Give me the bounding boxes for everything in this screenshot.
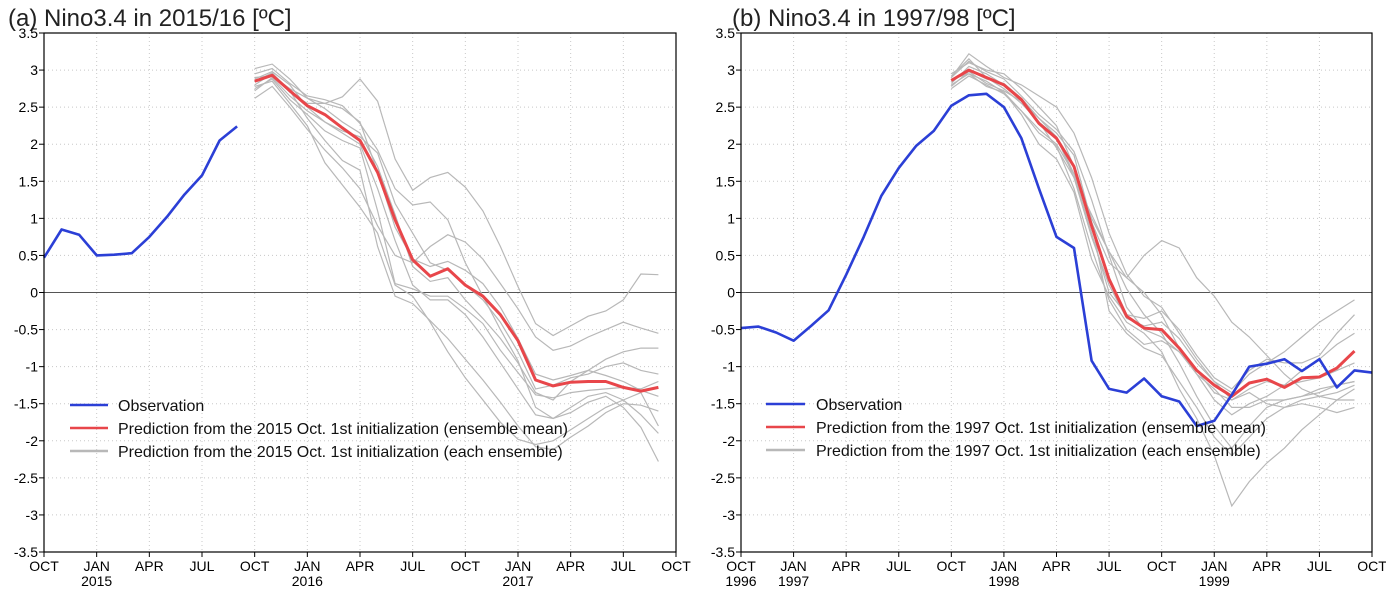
ensemble-member-line-7 bbox=[254, 70, 659, 390]
y-tick-label: 0.5 bbox=[716, 247, 736, 263]
x-year-label: 2016 bbox=[292, 573, 323, 589]
x-tick-label: OCT bbox=[1357, 558, 1386, 574]
y-tick-label: -1.5 bbox=[711, 396, 735, 412]
x-tick-label: APR bbox=[346, 558, 375, 574]
legend: Observation Prediction from the 1997 Oct.… bbox=[766, 397, 1266, 460]
x-tick-label: OCT bbox=[1147, 558, 1177, 574]
chart-panel-b: (b) Nino3.4 in 1997/98 [ºC]3.5 3 2.5 2 1.5 1 0… bbox=[711, 5, 1386, 589]
y-tick-label: -2 bbox=[26, 433, 39, 449]
x-tick-label: JAN bbox=[83, 558, 109, 574]
x-tick-label: APR bbox=[1042, 558, 1071, 574]
ensemble-member-line-10 bbox=[254, 76, 659, 434]
y-tick-label: 0 bbox=[727, 285, 735, 301]
x-year-label: 1999 bbox=[1199, 573, 1230, 589]
ensemble-member-line-6 bbox=[254, 72, 659, 451]
ensemble-member-line-1 bbox=[254, 67, 659, 462]
y-tick-label: -1 bbox=[26, 359, 39, 375]
ensemble-member-line-2 bbox=[950, 52, 1355, 394]
ensemble-member-line-3 bbox=[254, 85, 659, 351]
legend-label: Prediction from the 1997 Oct. 1st initia… bbox=[816, 420, 1266, 437]
x-tick-label: JAN bbox=[1201, 558, 1227, 574]
chart-title: (a) Nino3.4 in 2015/16 [ºC] bbox=[8, 5, 292, 32]
legend-label: Prediction from the 2015 Oct. 1st initia… bbox=[118, 421, 568, 438]
y-tick-label: 2.5 bbox=[19, 99, 39, 115]
y-tick-label: 3 bbox=[727, 62, 735, 78]
y-tick-label: -0.5 bbox=[711, 322, 735, 338]
x-tick-label: APR bbox=[1252, 558, 1281, 574]
x-tick-label: APR bbox=[832, 558, 861, 574]
x-tick-label: OCT bbox=[240, 558, 270, 574]
legend-label: Observation bbox=[118, 398, 204, 415]
x-tick-label: JUL bbox=[1307, 558, 1332, 574]
y-tick-label: -3 bbox=[26, 507, 39, 523]
ensemble-member-line-8 bbox=[950, 60, 1355, 408]
x-tick-label: JUL bbox=[611, 558, 636, 574]
y-tick-label: -3.5 bbox=[711, 544, 735, 560]
ensemble-member-line-9 bbox=[950, 75, 1355, 409]
y-tick-label: -1.5 bbox=[14, 396, 38, 412]
observation-line bbox=[740, 92, 1373, 428]
ensemble-member-line-4 bbox=[950, 58, 1355, 450]
y-tick-label: 1.5 bbox=[716, 173, 736, 189]
x-year-label: 1997 bbox=[778, 573, 809, 589]
x-tick-label: APR bbox=[135, 558, 164, 574]
x-tick-label: OCT bbox=[661, 558, 691, 574]
x-tick-label: JUL bbox=[190, 558, 215, 574]
observation-line bbox=[42, 125, 238, 259]
x-tick-label: JUL bbox=[400, 558, 425, 574]
x-tick-label: JAN bbox=[780, 558, 806, 574]
x-tick-label: APR bbox=[556, 558, 585, 574]
y-tick-label: -3.5 bbox=[14, 544, 38, 560]
ensemble-member-line-10 bbox=[950, 70, 1355, 390]
y-tick-label: 1.5 bbox=[19, 173, 39, 189]
ensemble-member-line-8 bbox=[254, 80, 659, 446]
x-tick-label: JAN bbox=[294, 558, 320, 574]
ensemble-mean-line bbox=[950, 68, 1356, 398]
y-tick-label: 3 bbox=[30, 62, 38, 78]
y-tick-label: 3.5 bbox=[716, 25, 736, 41]
legend-label: Prediction from the 2015 Oct. 1st initia… bbox=[118, 444, 563, 461]
ensemble-member-line-6 bbox=[951, 73, 1355, 508]
y-tick-label: 0 bbox=[30, 285, 38, 301]
y-tick-label: -2.5 bbox=[14, 470, 38, 486]
x-tick-label: OCT bbox=[29, 558, 59, 574]
y-tick-label: -0.5 bbox=[14, 322, 38, 338]
ensemble-member-line-2 bbox=[254, 73, 659, 337]
x-year-label: 2017 bbox=[502, 573, 533, 589]
ensemble-mean-line bbox=[254, 73, 659, 393]
y-tick-label: 1 bbox=[727, 210, 735, 226]
legend: Observation Prediction from the 2015 Oct.… bbox=[70, 398, 568, 461]
y-tick-label: 3.5 bbox=[19, 25, 39, 41]
ensemble-member-line-4 bbox=[254, 63, 659, 397]
legend-label: Prediction from the 1997 Oct. 1st initia… bbox=[816, 443, 1261, 460]
x-year-label: 2015 bbox=[81, 573, 112, 589]
x-tick-label: JAN bbox=[991, 558, 1017, 574]
x-tick-label: JUL bbox=[1097, 558, 1122, 574]
x-tick-label: OCT bbox=[451, 558, 481, 574]
ensemble-member-line-7 bbox=[950, 65, 1355, 401]
x-tick-label: OCT bbox=[726, 558, 756, 574]
y-tick-label: 2 bbox=[30, 136, 38, 152]
y-tick-label: 0.5 bbox=[19, 247, 39, 263]
legend-label: Observation bbox=[816, 397, 902, 414]
ensemble-member-line-1 bbox=[950, 62, 1355, 416]
x-year-label: 1998 bbox=[988, 573, 1019, 589]
y-tick-label: 1 bbox=[30, 210, 38, 226]
chart-panel-a: (a) Nino3.4 in 2015/16 [ºC]3.5 3 2.5 2 1.5 1 0… bbox=[8, 5, 691, 589]
x-year-label: 1996 bbox=[725, 573, 756, 589]
y-tick-label: -2.5 bbox=[711, 470, 735, 486]
ensemble-member-line-5 bbox=[254, 78, 659, 399]
y-tick-label: -2 bbox=[723, 433, 736, 449]
y-tick-label: -3 bbox=[723, 507, 736, 523]
ensemble-member-line-9 bbox=[254, 75, 659, 401]
x-tick-label: JAN bbox=[505, 558, 531, 574]
chart-title: (b) Nino3.4 in 1997/98 [ºC] bbox=[732, 5, 1016, 32]
x-tick-label: OCT bbox=[937, 558, 967, 574]
x-tick-label: JUL bbox=[886, 558, 911, 574]
y-tick-label: 2 bbox=[727, 136, 735, 152]
y-tick-label: 2.5 bbox=[716, 99, 736, 115]
y-tick-label: -1 bbox=[723, 359, 736, 375]
